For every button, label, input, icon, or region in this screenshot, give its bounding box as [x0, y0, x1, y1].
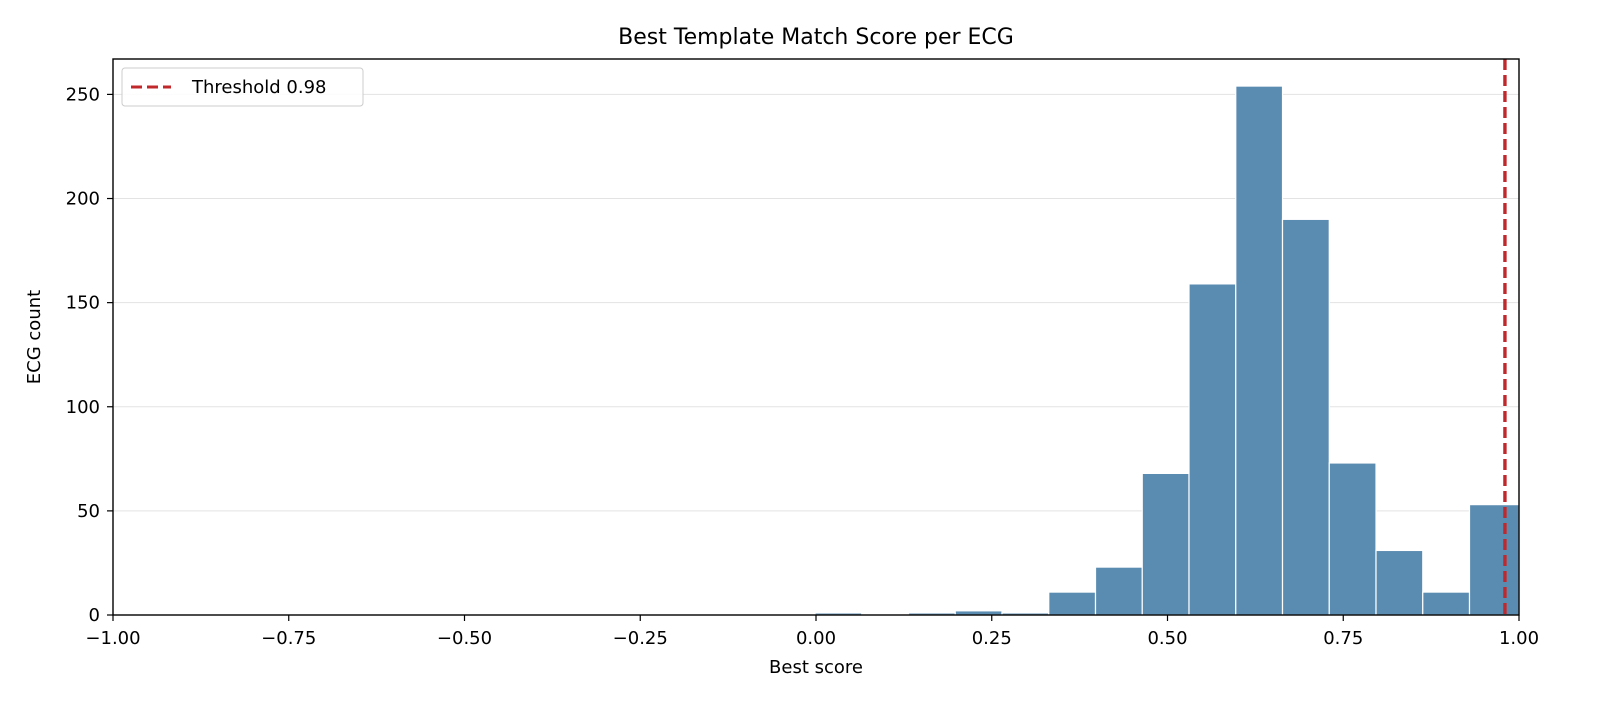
y-tick-label: 100 [66, 397, 100, 418]
x-tick-label: 0.25 [972, 628, 1012, 649]
histogram-bar [1141, 472, 1190, 616]
y-tick-label: 250 [66, 84, 100, 105]
histogram-bar [1235, 85, 1284, 616]
histogram-bar [1048, 591, 1097, 616]
histogram-bar [1094, 566, 1143, 616]
chart-title: Best Template Match Score per ECG [618, 25, 1014, 50]
x-tick-label: −1.00 [85, 628, 140, 649]
x-axis-title: Best score [769, 657, 863, 678]
histogram-bar [1281, 218, 1330, 616]
y-tick-label: 0 [89, 605, 100, 626]
x-tick-label: 1.00 [1499, 628, 1539, 649]
y-tick-label: 200 [66, 189, 100, 210]
histogram-bars [814, 85, 1520, 616]
legend-box [121, 67, 364, 107]
histogram-bar [1468, 504, 1520, 616]
y-axis-title: ECG count [24, 290, 45, 384]
legend-threshold-label: Threshold 0.98 [191, 77, 327, 98]
y-axis-ticks: 0 50 100 150 200 250 [66, 84, 113, 626]
x-tick-label: 0.75 [1323, 628, 1363, 649]
y-tick-label: 50 [77, 501, 100, 522]
histogram-bar [1328, 462, 1377, 616]
legend: Threshold 0.98 [121, 67, 364, 107]
histogram-bar [1422, 591, 1471, 616]
x-tick-label: −0.25 [613, 628, 668, 649]
histogram-bar [1188, 283, 1237, 616]
x-tick-label: −0.75 [261, 628, 316, 649]
histogram-bar [1375, 549, 1424, 616]
x-tick-label: −0.50 [437, 628, 492, 649]
x-tick-label: 0.50 [1147, 628, 1187, 649]
y-tick-label: 150 [66, 293, 100, 314]
x-axis-ticks: −1.00 −0.75 −0.50 −0.25 0.00 0.25 0.50 0.75 1.00 [85, 615, 1539, 649]
x-tick-label: 0.00 [796, 628, 836, 649]
